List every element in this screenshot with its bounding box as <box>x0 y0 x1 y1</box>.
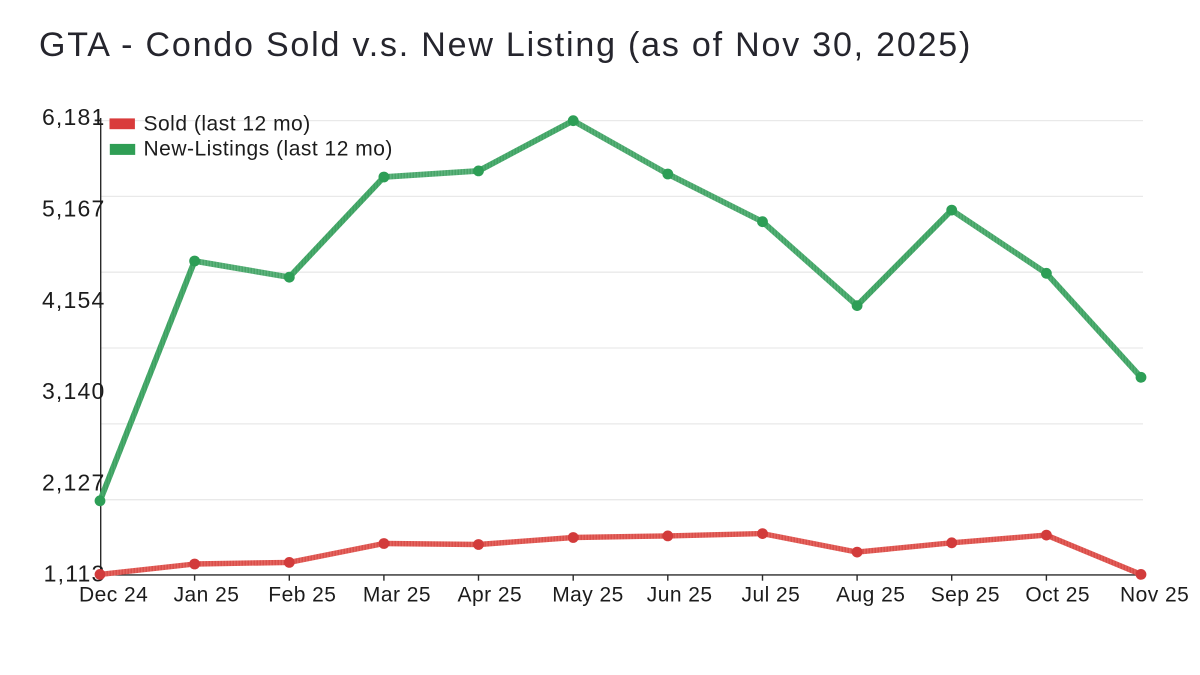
svg-text:3,140: 3,140 <box>42 378 106 404</box>
svg-text:Sold (last 12 mo): Sold (last 12 mo) <box>144 112 311 135</box>
svg-text:Jan 25: Jan 25 <box>174 584 240 607</box>
svg-text:5,167: 5,167 <box>42 196 106 222</box>
svg-text:New-Listings (last 12 mo): New-Listings (last 12 mo) <box>144 138 393 161</box>
svg-text:Jul 25: Jul 25 <box>742 584 801 607</box>
svg-text:Dec 24: Dec 24 <box>79 584 148 607</box>
svg-text:Jun 25: Jun 25 <box>647 584 713 607</box>
svg-text:Sep 25: Sep 25 <box>931 584 1000 607</box>
svg-text:Mar 25: Mar 25 <box>363 584 431 607</box>
svg-text:Nov 25: Nov 25 <box>1120 584 1189 607</box>
svg-text:1,113: 1,113 <box>44 561 106 587</box>
svg-text:Apr 25: Apr 25 <box>458 584 523 607</box>
svg-text:Aug 25: Aug 25 <box>836 584 905 607</box>
svg-text:Feb 25: Feb 25 <box>268 584 336 607</box>
svg-text:4,154: 4,154 <box>42 287 106 313</box>
svg-text:6,181: 6,181 <box>42 104 106 130</box>
svg-text:May 25: May 25 <box>552 584 624 607</box>
svg-text:GTA - Condo Sold v.s. New List: GTA - Condo Sold v.s. New Listing (as of… <box>39 26 972 64</box>
svg-text:Oct 25: Oct 25 <box>1025 584 1090 607</box>
svg-text:2,127: 2,127 <box>42 469 106 495</box>
